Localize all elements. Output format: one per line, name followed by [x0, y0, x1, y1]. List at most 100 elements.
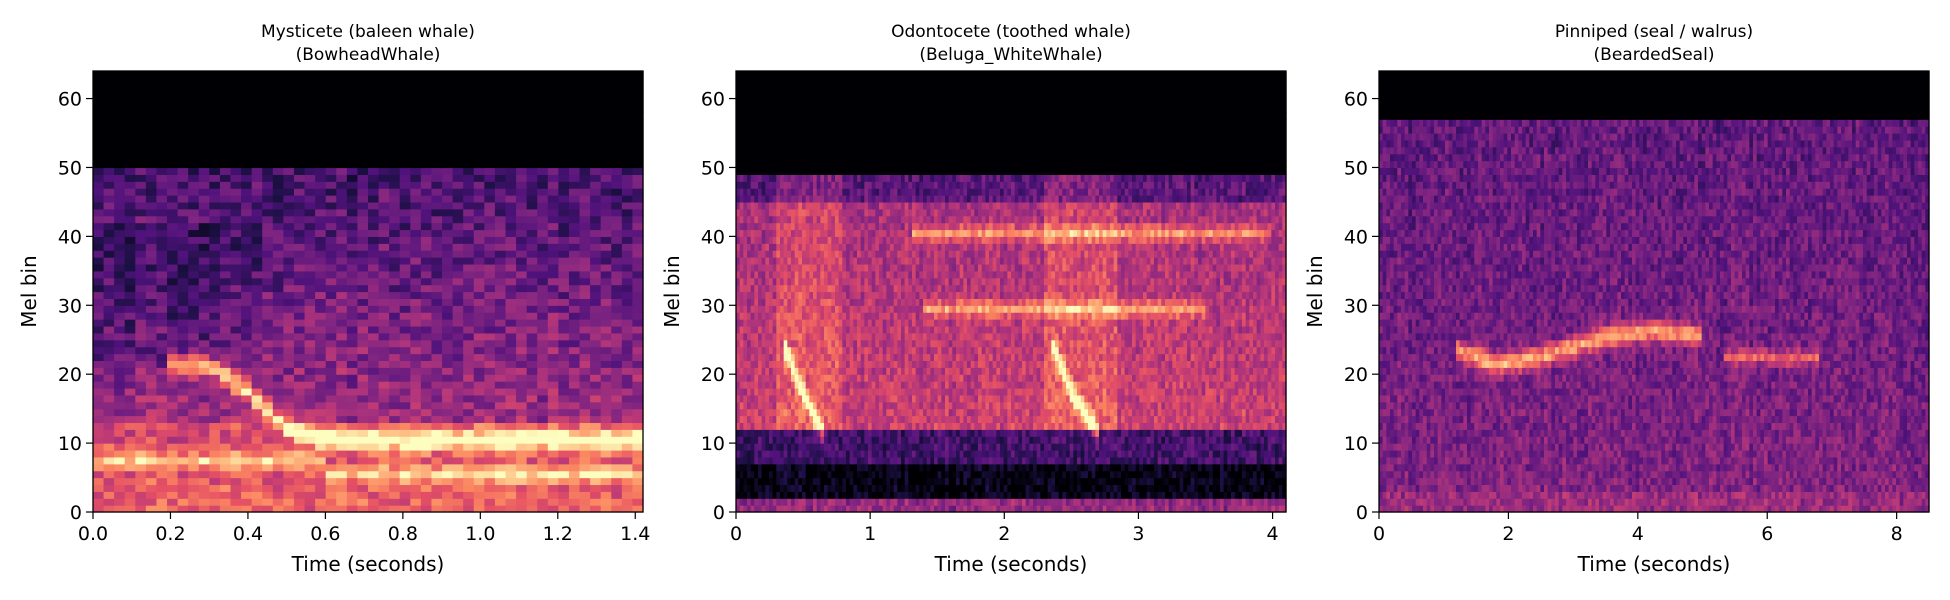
heatmap-cell — [103, 505, 115, 513]
heatmap-cell — [816, 222, 821, 231]
heatmap-cell — [272, 463, 284, 472]
heatmap-cell — [787, 188, 792, 196]
heatmap-cell — [399, 257, 411, 265]
heatmap-cell — [739, 167, 744, 175]
heatmap-cell — [632, 408, 644, 417]
heatmap-cell — [442, 401, 454, 410]
heatmap-cell — [600, 160, 612, 169]
heatmap-cell — [262, 174, 274, 182]
heatmap-cell — [304, 119, 316, 127]
heatmap-cell — [304, 91, 316, 100]
heatmap-cell — [410, 422, 422, 430]
heatmap-cell — [410, 222, 422, 231]
heatmap-cell — [135, 98, 147, 107]
heatmap-cell — [827, 456, 832, 465]
heatmap-cell — [463, 477, 475, 486]
heatmap-cell — [124, 91, 136, 100]
heatmap-cell — [516, 270, 528, 279]
heatmap-cell — [494, 119, 507, 127]
heatmap-cell — [754, 195, 759, 203]
heatmap-cell — [304, 98, 316, 107]
heatmap-cell — [293, 91, 306, 100]
heatmap-cell — [558, 339, 570, 348]
heatmap-cell — [494, 491, 507, 499]
heatmap-cell — [378, 270, 390, 279]
heatmap-cell — [547, 229, 559, 237]
heatmap-cell — [124, 298, 136, 306]
heatmap-cell — [304, 84, 316, 93]
heatmap-cell — [558, 477, 570, 486]
heatmap-cell — [816, 181, 821, 189]
heatmap-cell — [219, 98, 232, 107]
heatmap-cell — [558, 215, 570, 224]
heatmap-cell — [754, 353, 759, 362]
heatmap-cell — [368, 477, 380, 486]
heatmap-cell — [494, 408, 507, 417]
heatmap-cell — [410, 119, 422, 127]
heatmap-cell — [103, 91, 115, 100]
heatmap-cell — [743, 367, 748, 375]
heatmap-cell — [262, 77, 274, 86]
heatmap-cell — [336, 167, 348, 175]
heatmap-cell — [505, 167, 517, 175]
heatmap-cell — [399, 174, 411, 182]
heatmap-cell — [505, 98, 517, 107]
heatmap-cell — [135, 215, 147, 224]
heatmap-cell — [805, 463, 810, 472]
heatmap-cell — [568, 133, 581, 141]
heatmap-cell — [114, 153, 126, 162]
heatmap-cell — [177, 188, 189, 196]
heatmap-cell — [776, 491, 781, 499]
heatmap-cell — [526, 339, 538, 348]
heatmap-cell — [820, 270, 825, 279]
heatmap-cell — [780, 263, 785, 272]
heatmap-cell — [463, 408, 475, 417]
heatmap-cell — [241, 332, 253, 341]
heatmap-cell — [272, 188, 284, 196]
heatmap-cell — [611, 133, 623, 141]
heatmap-cell — [452, 174, 464, 182]
heatmap-cell — [389, 339, 401, 348]
heatmap-cell — [537, 408, 549, 417]
y-tick-label: 10 — [58, 433, 82, 455]
heatmap-cell — [769, 243, 774, 251]
heatmap-cell — [103, 153, 115, 162]
heatmap-cell — [93, 456, 105, 465]
heatmap-cell — [389, 119, 401, 127]
heatmap-cell — [484, 325, 496, 334]
heatmap-cell — [820, 133, 825, 141]
heatmap-cell — [304, 470, 316, 479]
heatmap-cell — [765, 215, 770, 224]
heatmap-cell — [809, 401, 814, 410]
heatmap-cell — [103, 257, 115, 265]
heatmap-cell — [315, 181, 327, 189]
heatmap-cell — [251, 463, 263, 472]
heatmap-cell — [813, 250, 818, 258]
heatmap-cell — [145, 422, 158, 430]
heatmap-cell — [399, 71, 411, 79]
heatmap-cell — [156, 112, 168, 120]
heatmap-cell — [791, 146, 796, 155]
heatmap-cell — [251, 456, 263, 465]
heatmap-cell — [813, 353, 818, 362]
heatmap-cell — [442, 243, 454, 251]
heatmap-cell — [750, 257, 755, 265]
heatmap-cell — [251, 505, 263, 513]
heatmap-cell — [747, 387, 752, 396]
heatmap-cell — [494, 381, 507, 389]
heatmap-cell — [791, 325, 796, 334]
heatmap-cell — [798, 477, 803, 486]
heatmap-cell — [754, 146, 759, 155]
heatmap-cell — [336, 126, 348, 134]
heatmap-cell — [431, 77, 443, 86]
heatmap-cell — [579, 360, 591, 368]
heatmap-cell — [739, 449, 744, 458]
heatmap-cell — [802, 84, 807, 93]
heatmap-cell — [315, 174, 327, 182]
heatmap-cell — [621, 201, 634, 210]
heatmap-cell — [537, 477, 549, 486]
heatmap-cell — [230, 505, 242, 513]
subplot-subtitle: (BowheadWhale) — [296, 45, 441, 65]
heatmap-cell — [802, 222, 807, 231]
heatmap-cell — [283, 325, 295, 334]
